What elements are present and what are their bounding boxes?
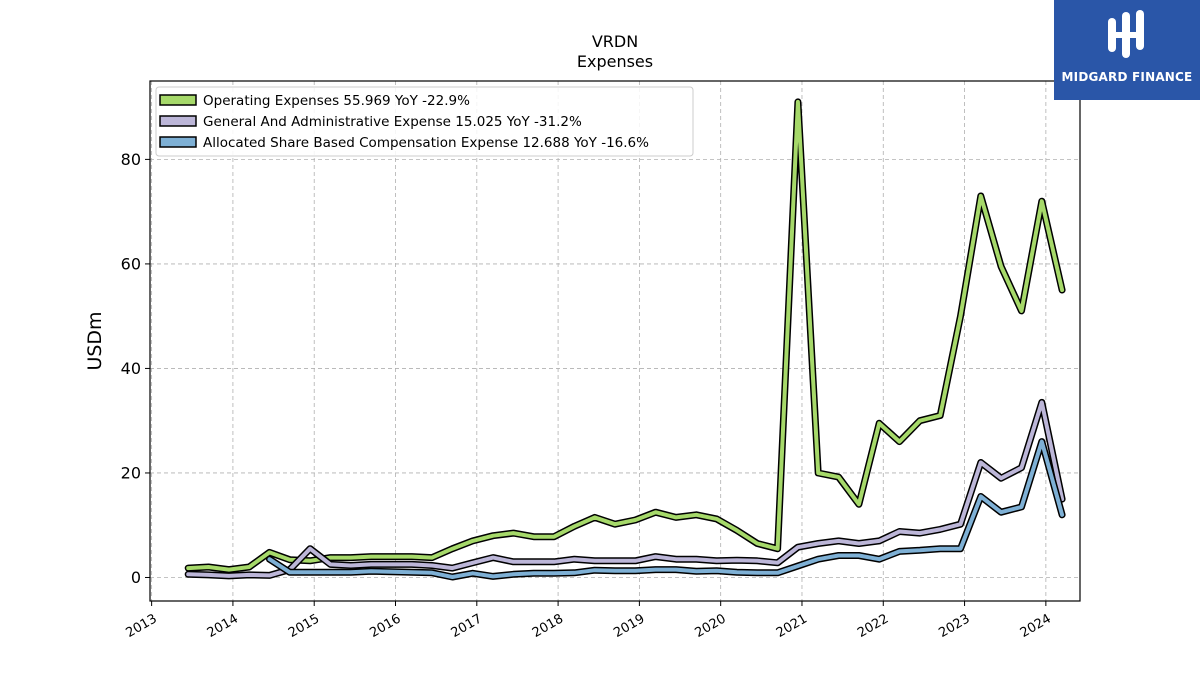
series-layer — [184, 98, 1066, 581]
legend-label: Operating Expenses 55.969 YoY -22.9% — [203, 93, 470, 109]
series-line — [186, 400, 1065, 578]
y-axis-label: USDm — [84, 311, 106, 370]
legend: Operating Expenses 55.969 YoY -22.9% Gene… — [155, 86, 694, 157]
x-tick-label: 2024 — [1018, 611, 1054, 641]
x-tick-label: 2021 — [774, 611, 810, 641]
chart-title: VRDN — [592, 32, 638, 51]
legend-swatch — [159, 136, 197, 148]
x-tick-label: 2020 — [693, 611, 729, 641]
plot-frame — [149, 80, 1081, 602]
series-line — [186, 99, 1065, 572]
legend-swatch — [159, 94, 197, 106]
y-tick-label: 60 — [121, 254, 141, 273]
x-tick-label: 2013 — [123, 611, 159, 641]
grid — [150, 81, 1080, 601]
x-tick-label: 2015 — [286, 611, 322, 641]
y-tick-label: 80 — [121, 150, 141, 169]
legend-label: Allocated Share Based Compensation Expen… — [203, 135, 649, 151]
brand-name: MIDGARD FINANCE — [1061, 70, 1193, 84]
x-tick-label: 2014 — [205, 611, 241, 641]
x-tick-label: 2022 — [855, 611, 891, 641]
x-tick-label: 2016 — [367, 611, 403, 641]
x-tick-label: 2018 — [530, 611, 566, 641]
x-tick-label: 2017 — [449, 611, 485, 641]
chart-subtitle: Expenses — [577, 52, 653, 71]
brand-logo: MIDGARD FINANCE — [1054, 0, 1200, 100]
x-tick-label: 2019 — [611, 611, 647, 641]
y-tick-label: 0 — [131, 568, 141, 587]
x-tick-label: 2023 — [936, 611, 972, 641]
legend-label: General And Administrative Expense 15.02… — [203, 114, 582, 130]
y-tick-label: 20 — [121, 463, 141, 482]
x-axis: 2013 2014 2015 2016 2017 2018 2019 2020 2021 2022… — [123, 601, 1054, 641]
y-axis: 0 20 40 60 80 — [121, 150, 150, 587]
y-tick-label: 40 — [121, 359, 141, 378]
legend-box — [155, 86, 694, 157]
legend-swatch — [159, 115, 197, 127]
series-line — [267, 439, 1065, 579]
series-outline — [184, 98, 1066, 574]
brand-mark-icon — [1108, 10, 1144, 58]
